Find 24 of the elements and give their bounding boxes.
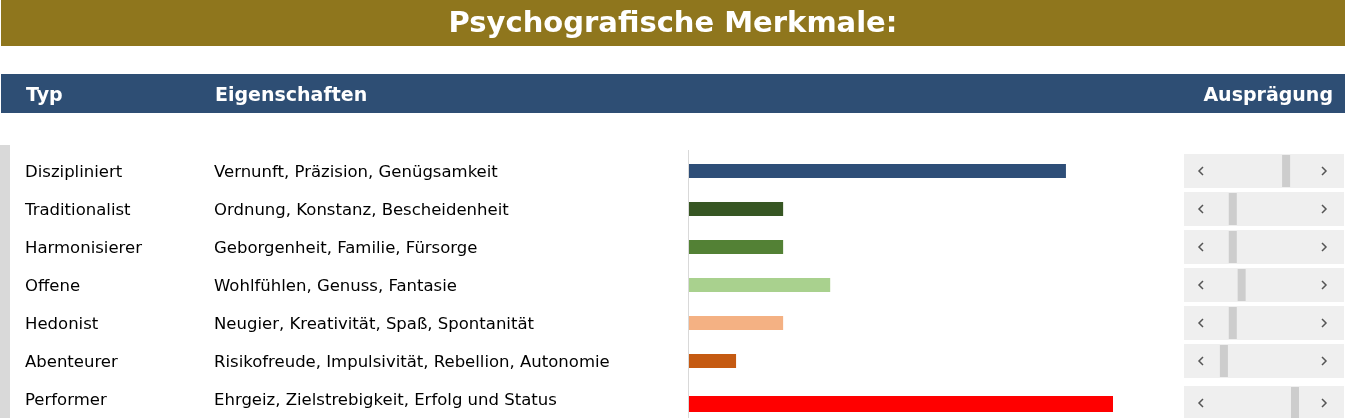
text: Ordnung, Konstanz, Bescheidenheit [214, 200, 510, 219]
text: Vernunft, Präzision, Genügsamkeit [214, 162, 499, 181]
text: Wohlfühlen, Genuss, Fantasie [214, 276, 457, 295]
y-tick-label: Offene [25, 276, 81, 295]
text: Ausprägung [1203, 83, 1333, 105]
text: Ehrgeiz, Zielstrebigkeit, Erfolg und Status [214, 390, 557, 409]
y-tick-label: Abenteurer [25, 352, 119, 371]
bar [689, 316, 784, 330]
bar [689, 164, 1066, 178]
y-tick-label: Diszipliniert [25, 162, 123, 181]
y-tick-label: Harmonisierer [25, 238, 143, 257]
text: Risikofreude, Impulsivität, Rebellion, Autonomie [214, 352, 610, 371]
y-tick-label: Performer [25, 390, 107, 409]
text: Geborgenheit, Familie, Fürsorge [214, 238, 478, 257]
bar [689, 240, 784, 254]
text: Typ [26, 83, 63, 105]
text: Neugier, Kreativität, Spaß, Spontanität [214, 314, 535, 333]
bar [689, 202, 784, 216]
bar [689, 354, 737, 368]
y-tick-label: Hedonist [25, 314, 99, 333]
text: Eigenschaften [215, 83, 368, 105]
bar [689, 278, 831, 292]
y-tick-label: Traditionalist [24, 200, 132, 219]
chart-title: Psychografische Merkmale: [448, 5, 898, 39]
